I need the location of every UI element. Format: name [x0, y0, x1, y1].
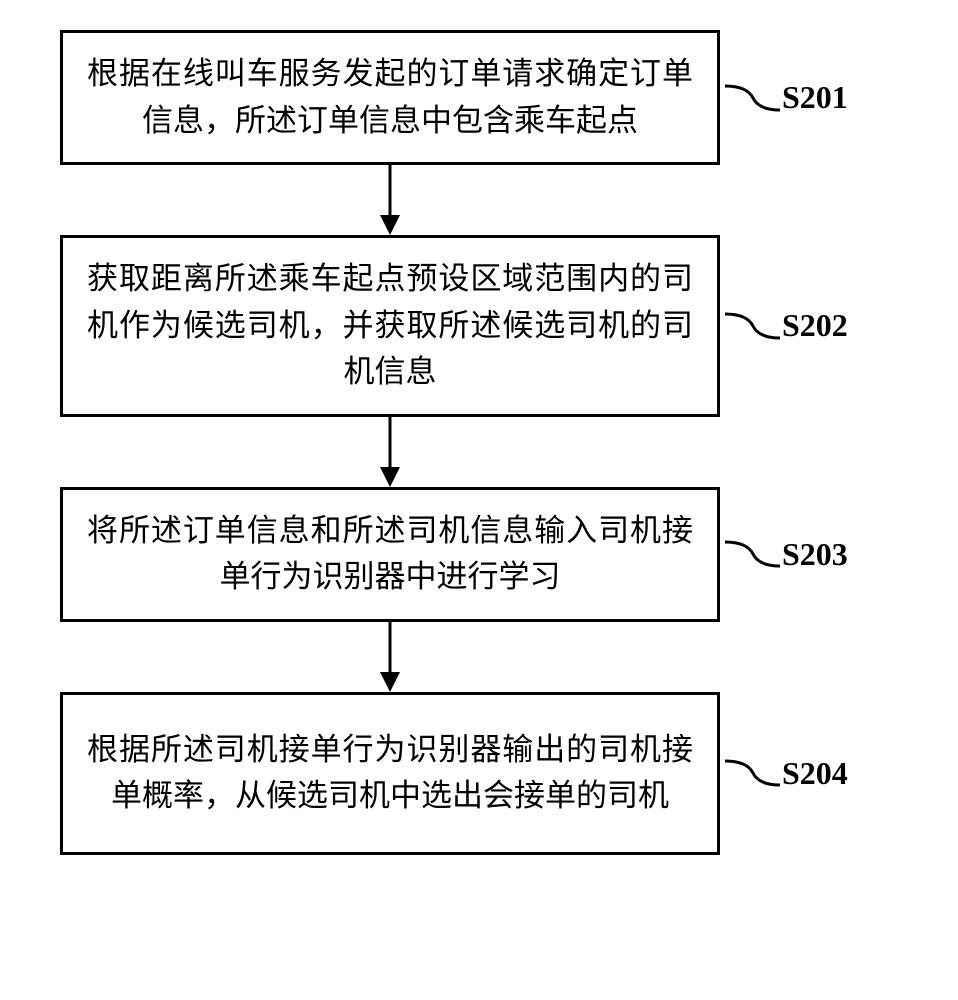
connector-curve: [725, 524, 780, 584]
flow-box-text: 将所述订单信息和所述司机信息输入司机接单行为识别器中进行学习: [87, 508, 693, 601]
flow-box: 根据所述司机接单行为识别器输出的司机接单概率，从候选司机中选出会接单的司机: [60, 692, 720, 855]
arrow-wrap: [60, 622, 720, 692]
connector-curve: [725, 68, 780, 128]
step-label: S202: [782, 307, 848, 344]
flow-box-text: 获取距离所述乘车起点预设区域范围内的司机作为候选司机，并获取所述候选司机的司机信…: [87, 256, 693, 396]
flow-box: 获取距离所述乘车起点预设区域范围内的司机作为候选司机，并获取所述候选司机的司机信…: [60, 235, 720, 417]
flow-box: 根据在线叫车服务发起的订单请求确定订单信息，所述订单信息中包含乘车起点: [60, 30, 720, 165]
arrow-wrap: [60, 417, 720, 487]
flow-box-text: 根据所述司机接单行为识别器输出的司机接单概率，从候选司机中选出会接单的司机: [87, 727, 693, 820]
arrow-icon: [375, 622, 405, 692]
connector-curve: [725, 743, 780, 803]
flow-step: 根据所述司机接单行为识别器输出的司机接单概率，从候选司机中选出会接单的司机 S2…: [60, 692, 910, 855]
step-label: S204: [782, 755, 848, 792]
label-group: S204: [725, 743, 848, 803]
label-group: S201: [725, 68, 848, 128]
step-label: S201: [782, 79, 848, 116]
flow-box: 将所述订单信息和所述司机信息输入司机接单行为识别器中进行学习: [60, 487, 720, 622]
connector-curve: [725, 296, 780, 356]
flow-step: 将所述订单信息和所述司机信息输入司机接单行为识别器中进行学习 S203: [60, 487, 910, 622]
arrow-icon: [375, 417, 405, 487]
label-group: S203: [725, 524, 848, 584]
flow-box-text: 根据在线叫车服务发起的订单请求确定订单信息，所述订单信息中包含乘车起点: [87, 51, 693, 144]
arrow-wrap: [60, 165, 720, 235]
arrow-icon: [375, 165, 405, 235]
flow-step: 获取距离所述乘车起点预设区域范围内的司机作为候选司机，并获取所述候选司机的司机信…: [60, 235, 910, 417]
flow-step: 根据在线叫车服务发起的订单请求确定订单信息，所述订单信息中包含乘车起点 S201: [60, 30, 910, 165]
label-group: S202: [725, 296, 848, 356]
step-label: S203: [782, 536, 848, 573]
flowchart-container: 根据在线叫车服务发起的订单请求确定订单信息，所述订单信息中包含乘车起点 S201…: [60, 30, 910, 855]
